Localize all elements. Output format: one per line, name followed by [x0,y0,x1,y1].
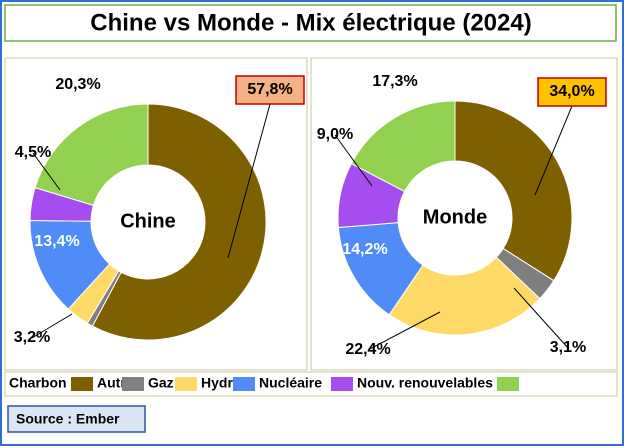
donut-slice [350,100,456,193]
leader-line [534,105,573,196]
legend-swatch [71,377,93,391]
leader-line [367,311,441,351]
value-label: 22,4% [345,341,390,358]
donut-slice [454,100,573,282]
legend-swatch [233,377,255,391]
value-label: 3,1% [550,339,586,356]
source-box [7,405,146,433]
value-label: 3,2% [14,329,50,346]
legend-swatch [497,377,519,391]
legend-swatch [331,377,353,391]
chart-title: Chine [120,210,176,232]
leader-line [32,152,61,191]
value-label: 14,2% [342,241,387,258]
legend-label: Nucléaire [259,375,322,391]
legend-label: Nouv. renouvelables [357,375,493,391]
legend-swatch [175,377,197,391]
value-label: 20,3% [55,76,100,93]
label-box [537,77,607,107]
chart-title: Monde [423,206,487,228]
page-title: Chine vs Monde - Mix électrique (2024) [90,9,531,36]
leader-line [227,103,271,259]
value-label: 57,8% [247,81,292,98]
leader-line [31,313,73,339]
donut-slice [91,103,267,341]
legend-label: Gaz [148,375,174,391]
legend-swatch [122,377,144,391]
legend-label: Hydro [201,375,241,391]
legend-label: Charbon [9,375,67,391]
leader-line [334,134,373,187]
value-label: 13,4% [34,233,79,250]
label-box [235,75,305,105]
donut-slice [388,256,541,336]
value-label: 17,3% [372,73,417,90]
leader-line [513,287,569,349]
donut-slice [34,103,149,207]
title-box [4,4,617,42]
value-label: 34,0% [549,83,594,100]
value-label: 9,0% [317,126,353,143]
source: Source : Ember [16,411,120,427]
value-label: 4,5% [15,144,51,161]
